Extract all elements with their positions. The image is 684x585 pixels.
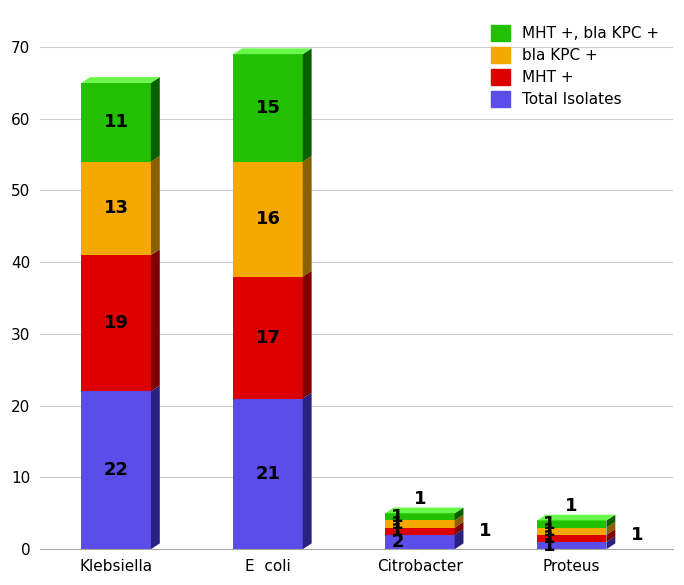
Polygon shape bbox=[455, 515, 464, 528]
Polygon shape bbox=[607, 515, 616, 528]
Polygon shape bbox=[385, 508, 464, 513]
Polygon shape bbox=[385, 521, 455, 528]
Legend: MHT +, bla KPC +, bla KPC +, MHT +, Total Isolates: MHT +, bla KPC +, bla KPC +, MHT +, Tota… bbox=[486, 19, 666, 113]
Text: 1: 1 bbox=[543, 529, 555, 548]
Polygon shape bbox=[385, 535, 455, 549]
Polygon shape bbox=[537, 535, 607, 542]
Polygon shape bbox=[303, 393, 312, 549]
Text: 1: 1 bbox=[391, 522, 404, 540]
Polygon shape bbox=[607, 536, 616, 549]
Polygon shape bbox=[151, 156, 160, 255]
Polygon shape bbox=[537, 515, 616, 521]
Text: 1: 1 bbox=[543, 515, 555, 533]
Polygon shape bbox=[303, 49, 312, 162]
Polygon shape bbox=[303, 271, 312, 398]
Polygon shape bbox=[151, 77, 160, 162]
Polygon shape bbox=[385, 513, 455, 521]
Text: 1: 1 bbox=[391, 515, 404, 533]
Text: 1: 1 bbox=[543, 522, 555, 540]
Polygon shape bbox=[81, 83, 151, 162]
Text: 2: 2 bbox=[391, 533, 404, 551]
Polygon shape bbox=[81, 255, 151, 391]
Text: 21: 21 bbox=[255, 465, 280, 483]
Text: 1: 1 bbox=[566, 497, 578, 515]
Polygon shape bbox=[233, 49, 312, 54]
Polygon shape bbox=[81, 162, 151, 255]
Polygon shape bbox=[303, 156, 312, 277]
Polygon shape bbox=[537, 528, 607, 535]
Polygon shape bbox=[233, 162, 303, 277]
Text: 11: 11 bbox=[104, 113, 129, 131]
Text: 17: 17 bbox=[255, 329, 280, 346]
Polygon shape bbox=[233, 54, 303, 162]
Polygon shape bbox=[233, 277, 303, 398]
Polygon shape bbox=[455, 522, 464, 535]
Polygon shape bbox=[455, 508, 464, 521]
Polygon shape bbox=[455, 529, 464, 549]
Text: 15: 15 bbox=[255, 99, 280, 117]
Text: 1: 1 bbox=[543, 536, 555, 555]
Text: 19: 19 bbox=[104, 314, 129, 332]
Text: 16: 16 bbox=[255, 210, 280, 228]
Polygon shape bbox=[151, 386, 160, 549]
Polygon shape bbox=[607, 529, 616, 542]
Polygon shape bbox=[385, 528, 455, 535]
Polygon shape bbox=[81, 77, 160, 83]
Text: 1: 1 bbox=[414, 490, 426, 508]
Text: 13: 13 bbox=[104, 199, 129, 218]
Text: 1: 1 bbox=[391, 508, 404, 526]
Text: 22: 22 bbox=[104, 461, 129, 479]
Polygon shape bbox=[537, 521, 607, 528]
Polygon shape bbox=[151, 249, 160, 391]
Polygon shape bbox=[233, 398, 303, 549]
Polygon shape bbox=[607, 522, 616, 535]
Polygon shape bbox=[537, 542, 607, 549]
Text: 1: 1 bbox=[631, 526, 643, 544]
Polygon shape bbox=[81, 391, 151, 549]
Text: 1: 1 bbox=[479, 522, 491, 540]
